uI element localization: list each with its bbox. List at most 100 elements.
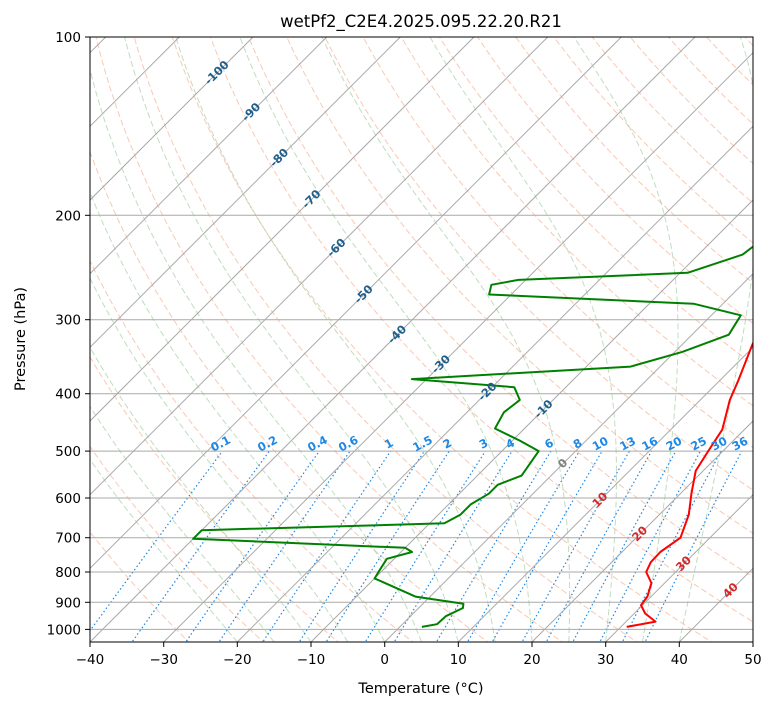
isotherm-line bbox=[457, 346, 753, 642]
dry-adiabat-line bbox=[286, 37, 753, 534]
dry-adiabat-line bbox=[90, 259, 414, 642]
profile-series bbox=[192, 245, 753, 628]
moist-adiabat-line bbox=[573, 37, 679, 642]
isotherm-line bbox=[90, 37, 401, 349]
mixing-ratio-line bbox=[393, 450, 513, 642]
dry-adiabat-line bbox=[400, 37, 753, 407]
mixing-ratio-line bbox=[466, 450, 580, 642]
temperature-profile-line bbox=[626, 341, 753, 628]
isotherm-line bbox=[90, 37, 549, 496]
isotherm-line bbox=[90, 37, 696, 642]
chart-title: wetPf2_C2E4.2025.095.22.20.R21 bbox=[280, 12, 562, 32]
x-tick-label: −20 bbox=[223, 652, 252, 668]
dry-adiabat-line bbox=[629, 37, 753, 165]
mixing-ratio-line bbox=[621, 450, 722, 642]
dry-adiabat-line bbox=[667, 37, 753, 125]
x-tick-label: −40 bbox=[76, 652, 105, 668]
isotherm-line bbox=[90, 37, 622, 570]
y-tick-label: 100 bbox=[55, 30, 81, 46]
mixing-ratio-label: 36 bbox=[730, 434, 751, 454]
x-tick-label: 40 bbox=[671, 652, 688, 668]
mixing-ratio-line bbox=[599, 450, 702, 642]
background-lines bbox=[90, 24, 775, 645]
y-axis-title: Pressure (hPa) bbox=[13, 287, 29, 391]
moist-adiabat-line bbox=[90, 346, 312, 642]
mixing-ratio-label: 25 bbox=[688, 434, 709, 454]
dry-adiabat-line bbox=[438, 37, 753, 366]
mixing-ratio-line bbox=[90, 450, 223, 632]
isotherm-line bbox=[163, 51, 753, 642]
moist-adiabat-line bbox=[90, 277, 349, 642]
axes: −40 −30 −20 −10 0 10 20 30 40 50 100 200 300 400 500 60… bbox=[47, 30, 762, 668]
dewpoint-profile-line bbox=[192, 245, 753, 628]
y-tick-label: 600 bbox=[55, 491, 81, 507]
pressure-gridlines bbox=[90, 37, 753, 642]
plot-frame bbox=[89, 36, 754, 643]
moist-adiabat-line bbox=[678, 37, 753, 642]
mixing-ratio-line bbox=[131, 450, 270, 642]
isotherm-line bbox=[90, 37, 328, 275]
x-tick-label: −10 bbox=[297, 652, 326, 668]
dry-adiabat-line bbox=[744, 37, 753, 47]
dry-adiabat-line bbox=[515, 37, 753, 284]
isotherm-line bbox=[236, 125, 753, 642]
mixing-ratio-label: 30 bbox=[709, 434, 730, 454]
dry-adiabat-line bbox=[90, 445, 265, 642]
x-tick-label: 10 bbox=[450, 652, 467, 668]
mixing-ratio-label: 2 bbox=[440, 436, 454, 452]
moist-adiabat-line bbox=[239, 37, 533, 642]
isotherm-line bbox=[90, 37, 254, 201]
moist-adiabat-line bbox=[90, 458, 238, 642]
dry-adiabat-label: 40 bbox=[720, 580, 741, 601]
mixing-ratio-line bbox=[325, 450, 450, 642]
moist-adiabat-line bbox=[429, 37, 617, 642]
y-tick-label: 900 bbox=[55, 595, 81, 611]
mixing-ratio-label: 3 bbox=[477, 436, 491, 452]
mixing-ratio-label: 10 bbox=[590, 434, 611, 454]
mixing-ratio-label: 13 bbox=[617, 434, 638, 454]
dry-adiabat-line bbox=[705, 37, 753, 86]
y-tick-label: 1000 bbox=[47, 622, 81, 638]
isotherm-line bbox=[605, 493, 753, 642]
x-tick-label: 0 bbox=[380, 652, 389, 668]
y-tick-label: 500 bbox=[55, 444, 81, 460]
dry-adiabat-line bbox=[324, 37, 753, 491]
x-tick-label: 30 bbox=[597, 652, 614, 668]
dry-adiabat-line bbox=[209, 37, 753, 623]
isotherm-line bbox=[310, 199, 753, 642]
isotherm-line bbox=[531, 420, 753, 642]
dry-adiabat-line bbox=[248, 37, 753, 578]
mixing-ratio-line bbox=[185, 450, 320, 642]
mixing-ratio-label: 8 bbox=[571, 436, 585, 452]
moist-adiabat-line bbox=[175, 37, 496, 642]
isotherm-line bbox=[384, 272, 753, 642]
mixing-ratio-label: 6 bbox=[542, 436, 556, 452]
mixing-ratio-line bbox=[218, 450, 351, 642]
y-tick-label: 800 bbox=[55, 565, 81, 581]
moist-adiabat-line bbox=[90, 405, 275, 642]
isotherm-line bbox=[678, 567, 753, 642]
moist-adiabat-line bbox=[124, 37, 459, 642]
dry-adiabat-line bbox=[90, 356, 340, 642]
mixing-ratio-label: 16 bbox=[639, 434, 660, 454]
moist-adiabat-line bbox=[90, 67, 422, 642]
mixing-ratio-line bbox=[262, 450, 392, 642]
y-tick-label: 700 bbox=[55, 531, 81, 547]
y-tick-label: 200 bbox=[55, 208, 81, 224]
isotherm-line bbox=[90, 37, 475, 422]
dry-adiabat-line bbox=[770, 24, 775, 645]
dry-adiabat-line bbox=[90, 150, 489, 642]
dry-adiabat-label: -60 bbox=[324, 235, 349, 260]
moist-adiabat-line bbox=[321, 37, 571, 642]
mixing-ratio-line bbox=[572, 450, 677, 642]
x-tick-label: 20 bbox=[523, 652, 540, 668]
x-tick-label: 50 bbox=[744, 652, 761, 668]
moist-adiabat-line bbox=[90, 190, 386, 642]
mixing-ratio-line bbox=[644, 450, 743, 642]
mixing-ratio-line bbox=[298, 450, 425, 642]
mixing-ratio-label: 20 bbox=[664, 434, 685, 454]
y-tick-label: 400 bbox=[55, 387, 81, 403]
dry-adiabat-line bbox=[133, 37, 638, 642]
y-tick-label: 300 bbox=[55, 313, 81, 329]
